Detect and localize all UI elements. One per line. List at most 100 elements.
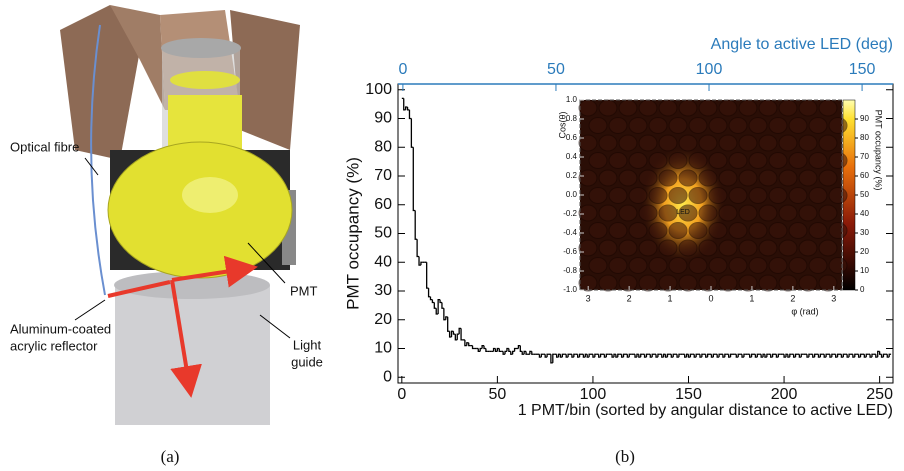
histogram-step — [645, 353, 649, 358]
histogram-step — [750, 353, 754, 358]
inset-cell — [778, 239, 798, 257]
histogram-step — [552, 353, 555, 363]
inset-cell — [638, 204, 658, 222]
y-tick-label: 100 — [365, 81, 392, 98]
inset-cell — [738, 274, 758, 292]
inset-cell — [788, 117, 808, 134]
inset-cell — [718, 204, 738, 222]
inset-cell — [628, 222, 648, 239]
y-tick-label: 0 — [383, 368, 392, 385]
histogram-step — [842, 353, 846, 358]
histogram-step — [531, 351, 534, 355]
inset-cell — [808, 117, 828, 134]
inset-cell — [598, 204, 618, 222]
inset-cell — [658, 274, 678, 292]
inset-cell — [618, 134, 638, 152]
histogram-step — [766, 353, 769, 358]
inset-cell — [698, 134, 718, 152]
x-tick-label: 200 — [771, 386, 798, 403]
inset-cell — [768, 152, 788, 169]
inset-cell — [808, 187, 828, 204]
histogram-step — [594, 353, 597, 358]
histogram-step — [712, 353, 716, 358]
inset-y-tick-label: 0.2 — [566, 171, 578, 180]
colorbar-tick-label: 80 — [860, 133, 869, 142]
histogram-step — [836, 353, 840, 358]
inset-cell — [738, 169, 758, 187]
inset-cell — [758, 169, 778, 187]
colorbar-tick-label: 70 — [860, 152, 869, 161]
label-reflector: Aluminum-coated — [10, 321, 111, 336]
histogram-step — [737, 353, 741, 358]
inset-cell — [828, 117, 848, 134]
inset-cell — [708, 257, 728, 274]
inset-cell — [618, 204, 638, 222]
histogram-step — [617, 353, 620, 358]
inset-y-tick-label: -1.0 — [563, 285, 577, 294]
inset-cell — [768, 222, 788, 239]
histogram-step — [689, 353, 693, 358]
histogram-step — [724, 353, 727, 358]
x-tick-label: 50 — [488, 386, 506, 403]
x-tick-label: 0 — [397, 386, 406, 403]
histogram-step — [561, 353, 565, 358]
histogram-step — [666, 353, 670, 358]
colorbar-tick-label: 90 — [860, 114, 869, 123]
inset-cell — [578, 239, 598, 257]
inset-cell — [748, 152, 768, 169]
inset-cell — [818, 169, 838, 187]
colorbar-tick-label: 30 — [860, 228, 869, 237]
inset-cells — [578, 99, 848, 292]
inset-y-tick-label: -0.6 — [563, 247, 577, 256]
label-reflector: acrylic reflector — [10, 338, 98, 353]
histogram-step — [410, 118, 414, 148]
inset-cell — [658, 204, 678, 222]
inset-cell — [678, 99, 698, 117]
inset-cell — [618, 239, 638, 257]
inset-cell — [658, 134, 678, 152]
inset-cell — [788, 152, 808, 169]
histogram-step — [412, 147, 416, 212]
inset-cell — [788, 222, 808, 239]
histogram-step — [657, 353, 660, 358]
histogram-step — [433, 302, 437, 309]
inset-cell — [698, 239, 718, 257]
inset-x-title: φ (rad) — [791, 306, 818, 316]
inset-cell — [678, 169, 698, 187]
y-tick-label: 50 — [374, 225, 392, 242]
inset-cell — [708, 222, 728, 239]
histogram-step — [504, 350, 507, 355]
inset-cell — [798, 204, 818, 222]
inset-cell — [778, 204, 798, 222]
inset-cell — [588, 257, 608, 274]
inset-cell — [718, 169, 738, 187]
histogram-step — [743, 353, 746, 358]
histogram-step — [578, 353, 582, 358]
inset-cell — [578, 204, 598, 222]
inset-cell — [808, 257, 828, 274]
inset-cell — [748, 117, 768, 134]
histogram-step — [420, 261, 423, 266]
histogram-step — [878, 351, 882, 355]
inset-y-tick-label: 0.8 — [566, 114, 578, 123]
y-axis-title: PMT occupancy (%) — [343, 157, 362, 310]
inset-cell — [618, 99, 638, 117]
x2-tick-label: 100 — [696, 61, 723, 78]
inset-cell — [778, 134, 798, 152]
colorbar-tick-label: 0 — [860, 285, 865, 294]
inset-cell — [618, 169, 638, 187]
histogram-step — [485, 348, 488, 353]
inset-cell — [718, 274, 738, 292]
inset-cell — [818, 274, 838, 292]
inset-cell — [768, 257, 788, 274]
inset-cell — [798, 239, 818, 257]
colorbar-tick-label: 10 — [860, 266, 869, 275]
inset-cell — [698, 274, 718, 292]
histogram-step — [672, 353, 676, 358]
inset-y-tick-label: 1.0 — [566, 95, 578, 104]
caption: (a) — [161, 447, 180, 466]
histogram-step — [771, 353, 775, 358]
histogram-step — [408, 109, 412, 120]
histogram-step — [825, 353, 829, 358]
